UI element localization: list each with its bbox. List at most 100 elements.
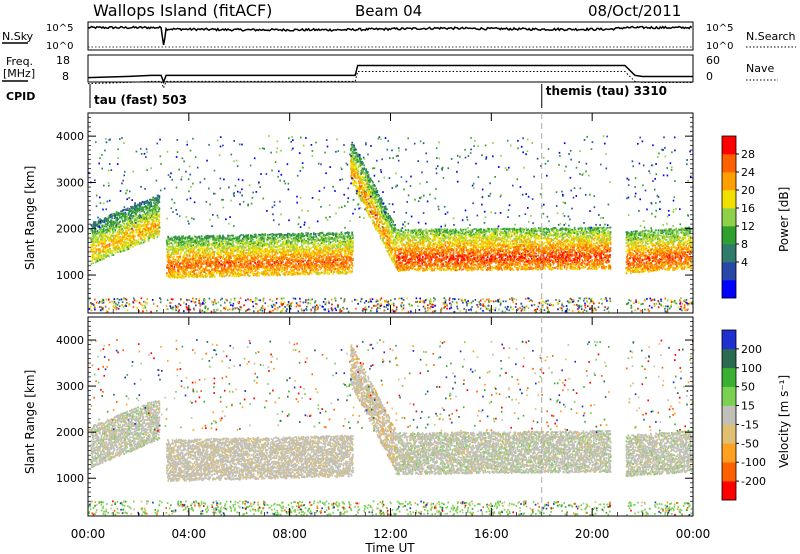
power-cell [92, 231, 94, 233]
power-cell [92, 259, 94, 261]
power-cell [95, 221, 97, 223]
power-cell [94, 244, 96, 246]
power-cell [130, 232, 132, 234]
noise-right-tick-high: 10^5 [706, 23, 733, 34]
power-cell [128, 227, 130, 229]
power-cell [124, 224, 126, 226]
power-cell [109, 230, 111, 232]
freq-unit-label: [MHz] [3, 67, 35, 80]
noise-right-label: N.Search [746, 30, 796, 43]
power-cell [119, 215, 121, 217]
power-cell [120, 221, 122, 223]
power-cell [103, 255, 105, 257]
power-cell [120, 248, 122, 250]
power-cell [106, 240, 108, 242]
power-cell [115, 229, 117, 231]
power-cell [125, 239, 127, 241]
power-cell [121, 225, 123, 227]
power-cell [91, 260, 93, 262]
power-cell [132, 246, 134, 248]
cpid-panel: CPID tau (fast) 503 themis (tau) 3310 [6, 84, 667, 108]
radar-summary-plot: Wallops Island (fitACF) Beam 04 08/Oct/2… [0, 0, 800, 554]
beam-title: Beam 04 [355, 2, 422, 20]
power-cell [125, 213, 127, 215]
power-cell [108, 256, 110, 258]
power-cell [98, 245, 100, 247]
cpid-label: CPID [6, 90, 35, 103]
power-cell [108, 219, 110, 221]
power-cell [128, 213, 130, 215]
power-cell [123, 209, 125, 211]
power-cell [98, 238, 100, 240]
power-cell [110, 238, 112, 240]
power-cell [130, 226, 132, 228]
noise-panel: N.Sky 10^5 10^0 10^5 10^0 N.Search [2, 22, 796, 52]
power-cell [103, 228, 105, 230]
nave-tick-low: 0 [706, 70, 713, 83]
power-cell [113, 232, 115, 234]
power-cell [96, 249, 98, 251]
cpid-second-program: themis (tau) 3310 [546, 84, 667, 98]
power-cell [132, 221, 134, 223]
power-cell [117, 244, 119, 246]
power-cell [130, 234, 132, 236]
station-title: Wallops Island (fitACF) [93, 1, 272, 20]
power-cell [122, 220, 124, 222]
power-cell [101, 255, 103, 257]
nave-label: Nave [746, 62, 774, 75]
noise-right-tick-low: 10^0 [706, 41, 733, 52]
power-cell [107, 224, 109, 226]
power-cell [100, 227, 102, 229]
power-cell [94, 237, 96, 239]
power-cell [118, 224, 120, 226]
power-cell [131, 219, 133, 221]
power-cell [109, 233, 111, 235]
cpid-first-program: tau (fast) 503 [94, 93, 187, 107]
power-cell [98, 243, 100, 245]
date-title: 08/Oct/2011 [588, 2, 681, 20]
power-cell [116, 213, 118, 215]
frequency-panel: Freq. [MHz] 18 8 60 0 Nave [2, 54, 778, 88]
power-cell [118, 233, 120, 235]
power-cell [122, 230, 124, 232]
power-cell [99, 248, 101, 250]
power-cell [124, 249, 126, 251]
noise-left-tick-high: 10^5 [46, 23, 73, 34]
power-cell [129, 208, 131, 210]
power-cell [115, 231, 117, 233]
freq-tick-low: 8 [62, 70, 69, 83]
frequency-line [88, 66, 693, 83]
power-cell [131, 215, 133, 217]
power-cell [106, 227, 108, 229]
power-cell [95, 231, 97, 233]
power-cell [111, 216, 113, 218]
power-cell [127, 208, 129, 210]
power-cell [120, 236, 122, 238]
power-cell [99, 259, 101, 261]
power-cell [94, 259, 96, 261]
noise-left-tick-low: 10^0 [46, 41, 73, 52]
power-cell [112, 250, 114, 252]
noise-sky-line [88, 27, 692, 46]
power-cell [97, 230, 99, 232]
power-cell [109, 243, 111, 245]
power-cell [103, 230, 105, 232]
power-cell [102, 226, 104, 228]
power-cell [106, 246, 108, 248]
power-cell [96, 245, 98, 247]
noise-left-label: N.Sky [2, 30, 34, 43]
freq-tick-high: 18 [56, 54, 70, 67]
power-cell [111, 217, 113, 219]
power-cell [119, 217, 121, 219]
power-cell [121, 242, 123, 244]
power-cell [129, 247, 131, 249]
power-cell [123, 223, 125, 225]
power-cell [113, 254, 115, 256]
power-cell [103, 258, 105, 260]
power-cell [92, 262, 94, 264]
nave-tick-high: 60 [706, 54, 720, 67]
power-cell [118, 247, 120, 249]
power-cell [126, 232, 128, 234]
power-cell [96, 251, 98, 253]
